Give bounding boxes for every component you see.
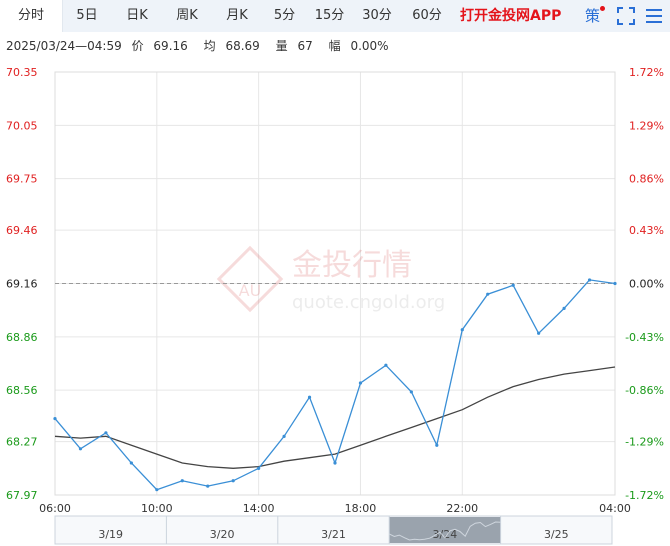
watermark-brand: 金投行情 — [292, 248, 412, 283]
price-point — [155, 488, 159, 492]
strategy-label: 策 — [585, 7, 601, 25]
quote-info-bar: 2025/03/24—04:59 价 69.16 均 68.69 量 67 幅 … — [6, 37, 401, 54]
notification-dot — [600, 6, 606, 11]
navigator-label: 3/25 — [544, 528, 569, 541]
price-point — [358, 381, 363, 385]
y-tick-label-pct: 1.29% — [629, 119, 664, 132]
y-tick-label-pct: -1.29% — [625, 436, 664, 449]
price-point — [613, 281, 617, 286]
y-tick-label: 69.16 — [6, 278, 38, 291]
price-point — [206, 484, 210, 488]
period-tabs: 分时 5日 日K 周K 月K 5分 15分 30分 60分 打开金投网APP 策 — [0, 0, 670, 32]
change-label: 幅 — [328, 39, 341, 53]
tab-intraday[interactable]: 分时 — [0, 0, 63, 32]
price-point — [104, 431, 108, 435]
y-tick-label-pct: -0.43% — [625, 331, 664, 344]
tab-60min[interactable]: 60分 — [412, 8, 442, 23]
price-point — [333, 461, 337, 465]
y-tick-label: 69.46 — [6, 224, 38, 237]
navigator-label: 3/24 — [433, 528, 458, 541]
y-tick-label-pct: -1.72% — [625, 489, 664, 502]
price-point — [435, 443, 439, 447]
average-price-line — [54, 366, 616, 469]
price-points — [53, 278, 617, 492]
y-tick-label: 67.97 — [6, 489, 38, 502]
price-point — [384, 363, 388, 367]
navigator-label: 3/21 — [321, 528, 346, 541]
price-point — [537, 331, 541, 335]
watermark-url: quote.cngold.org — [292, 292, 445, 313]
y-tick-label: 69.75 — [6, 173, 38, 186]
x-tick-label: 04:00 — [599, 502, 631, 515]
price-point — [587, 278, 592, 282]
tab-weekly-k[interactable]: 周K — [176, 8, 198, 23]
price-point — [486, 292, 490, 296]
y-tick-label: 68.27 — [6, 436, 38, 449]
y-tick-label: 70.05 — [6, 119, 38, 132]
x-axis: 06:00 10:00 14:00 18:00 22:00 04:00 — [39, 502, 631, 515]
y-axis-right: 1.72% 1.29% 0.86% 0.43% 0.00% -0.43% -0.86% -1.… — [625, 66, 664, 502]
open-app-link[interactable]: 打开金投网APP — [460, 8, 562, 24]
price-point — [511, 283, 515, 287]
menu-icon[interactable] — [644, 6, 664, 26]
strategy-button[interactable]: 策 — [585, 0, 606, 32]
watermark-logo-text: AU — [239, 281, 262, 300]
tab-5min[interactable]: 5分 — [273, 8, 296, 23]
price-point — [307, 395, 312, 399]
price-point — [460, 328, 464, 332]
x-tick-label: 06:00 — [39, 502, 71, 515]
x-tick-label: 14:00 — [243, 502, 275, 515]
y-tick-label: 68.86 — [6, 331, 38, 344]
y-tick-label: 68.56 — [6, 384, 38, 397]
navigator-label: 3/19 — [98, 528, 123, 541]
price-point — [180, 479, 184, 483]
avg-label: 均 — [203, 39, 216, 53]
tab-monthly-k[interactable]: 月K — [226, 8, 248, 23]
y-tick-label-pct: 1.72% — [629, 66, 664, 79]
price-point — [78, 447, 83, 451]
time-navigator[interactable]: 3/19 3/20 3/21 3/24 3/25 — [54, 515, 613, 545]
navigator-selection[interactable] — [389, 517, 501, 543]
tab-30min[interactable]: 30分 — [362, 8, 392, 23]
volume-value: 67 — [297, 39, 313, 53]
price-value: 69.16 — [153, 39, 188, 53]
avg-value: 68.69 — [225, 39, 260, 53]
y-tick-label-pct: 0.00% — [629, 278, 664, 291]
navigator-sparkline — [388, 521, 501, 541]
tab-5day[interactable]: 5日 — [76, 8, 98, 23]
x-tick-label: 10:00 — [141, 502, 173, 515]
quote-datetime: 2025/03/24—04:59 — [6, 39, 122, 53]
x-tick-label: 22:00 — [446, 502, 478, 515]
volume-label: 量 — [275, 39, 288, 53]
y-tick-label-pct: 0.86% — [629, 173, 664, 186]
tab-15min[interactable]: 15分 — [314, 8, 345, 23]
intraday-chart[interactable]: AU 金投行情 quote.cngold.org 70.35 70.05 69.75… — [0, 60, 670, 546]
navigator-label: 3/20 — [210, 528, 235, 541]
navigator-track — [54, 515, 613, 545]
y-tick-label-pct: -0.86% — [625, 384, 664, 397]
price-label: 价 — [131, 39, 144, 53]
price-point — [257, 466, 261, 470]
tab-daily-k[interactable]: 日K — [126, 8, 148, 23]
change-value: 0.00% — [350, 39, 389, 53]
watermark: AU 金投行情 quote.cngold.org — [216, 245, 445, 313]
price-point — [129, 461, 133, 465]
y-axis-left: 70.35 70.05 69.75 69.46 69.16 68.86 68.56 68.27… — [6, 66, 38, 502]
fullscreen-icon[interactable] — [616, 6, 636, 26]
y-tick-label-pct: 0.43% — [629, 224, 664, 237]
watermark-logo: AU — [216, 245, 284, 313]
y-tick-label: 70.35 — [6, 66, 38, 79]
x-tick-label: 18:00 — [345, 502, 377, 515]
price-point — [282, 434, 286, 438]
price-point — [231, 479, 235, 483]
price-point — [53, 416, 57, 421]
price-point — [409, 390, 413, 394]
price-point — [562, 306, 566, 310]
